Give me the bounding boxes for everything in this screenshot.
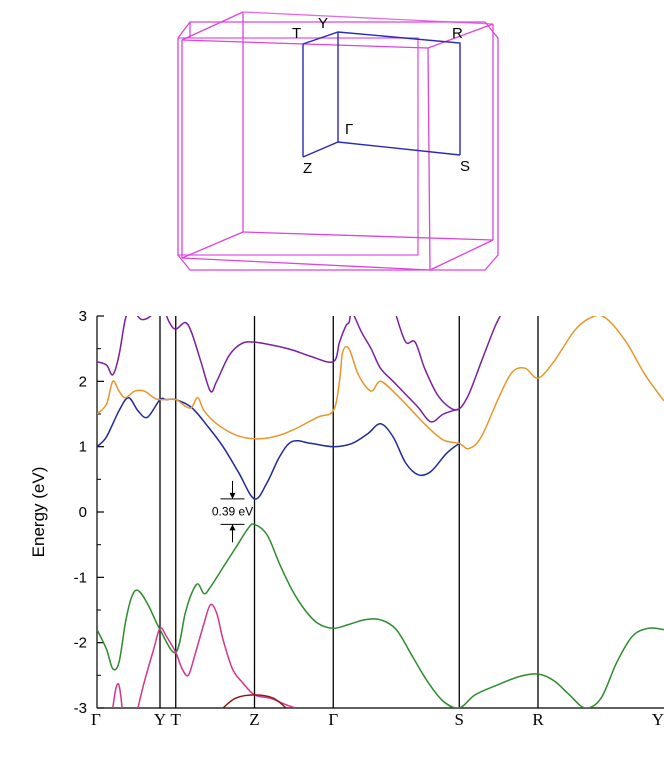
x-tick-label: Z xyxy=(249,710,259,729)
gap-arrowhead-bottom xyxy=(229,524,236,531)
band-line-5 xyxy=(112,682,123,708)
bz-label-z: Z xyxy=(303,160,312,177)
brillouin-zone-diagram: T Y R Γ Z S xyxy=(177,11,499,271)
y-tick-label: 3 xyxy=(79,308,87,325)
band-line-6 xyxy=(137,603,296,708)
band-line-2 xyxy=(97,316,460,423)
y-axis: 3 2 1 0 -1 -2 -3 xyxy=(74,308,664,717)
gap-label: 0.39 eV xyxy=(212,505,253,519)
bz-label-gamma: Γ xyxy=(345,121,353,138)
x-tick-label: Y xyxy=(652,710,664,729)
band-line-0 xyxy=(97,396,460,500)
bz-label-y: Y xyxy=(318,15,328,32)
bands xyxy=(97,316,664,708)
y-tick-label: 2 xyxy=(79,373,87,390)
gap-annotation: 0.39 eV xyxy=(212,480,253,543)
y-tick-label: 0 xyxy=(79,504,87,521)
x-tick-label: Γ xyxy=(328,710,338,729)
unit-cell-outline xyxy=(177,11,499,271)
band-line-4 xyxy=(97,523,664,708)
kpoint-lines xyxy=(159,316,539,708)
bz-label-r: R xyxy=(452,25,463,42)
y-tick-label: 1 xyxy=(79,439,87,456)
y-tick-label: -2 xyxy=(74,635,87,652)
x-tick-label: Y xyxy=(154,710,166,729)
x-tick-label: T xyxy=(171,710,182,729)
high-symmetry-path xyxy=(302,31,461,158)
y-tick-label: -1 xyxy=(74,569,87,586)
x-tick-label: S xyxy=(455,710,464,729)
band-line-7 xyxy=(222,694,287,708)
band-line-3 xyxy=(395,316,501,411)
x-tick-label: R xyxy=(532,710,544,729)
band-line-1 xyxy=(97,316,664,450)
y-tick-label: -3 xyxy=(74,700,87,717)
bz-label-s: S xyxy=(460,158,470,175)
gap-arrowhead-top xyxy=(229,492,236,499)
y-axis-label: Energy (eV) xyxy=(29,467,48,558)
x-tick-label: Γ xyxy=(91,710,101,729)
bz-label-t: T xyxy=(292,25,301,42)
